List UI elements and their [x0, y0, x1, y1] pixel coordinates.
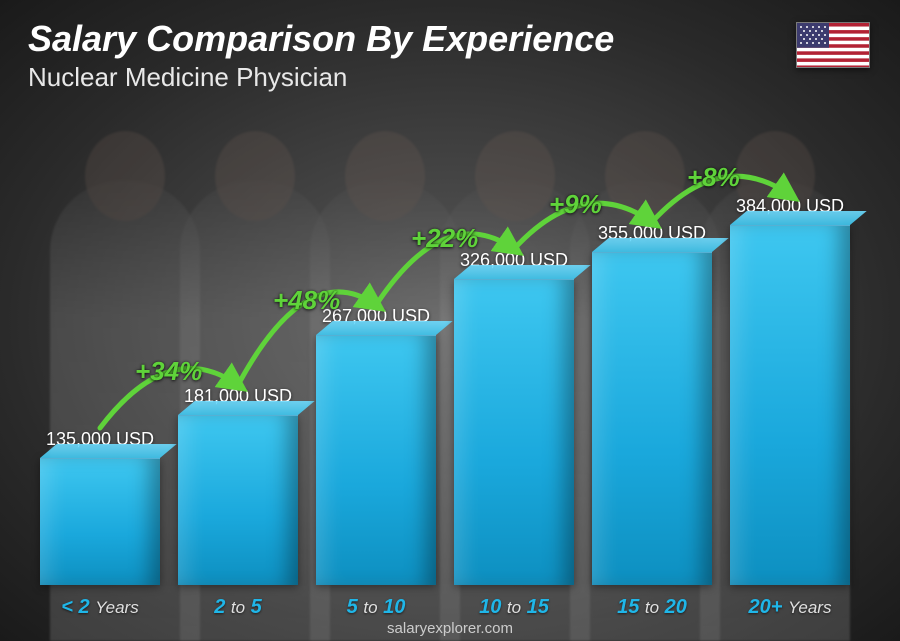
increase-label: +8% — [687, 162, 740, 193]
chart-subtitle: Nuclear Medicine Physician — [28, 62, 614, 93]
title-block: Salary Comparison By Experience Nuclear … — [28, 18, 614, 93]
bar — [40, 458, 160, 585]
bar-group: 135,000 USD — [40, 429, 160, 585]
bar-group: 355,000 USD — [592, 223, 712, 585]
x-axis-label: 5 to 10 — [316, 596, 436, 619]
bar-group: 181,000 USD — [178, 386, 298, 585]
increase-label: +48% — [273, 285, 340, 316]
increase-label: +9% — [549, 189, 602, 220]
x-axis-label: 15 to 20 — [592, 596, 712, 619]
brand-watermark: salaryexplorer.com — [387, 620, 513, 637]
chart-title: Salary Comparison By Experience — [28, 18, 614, 60]
bar — [592, 252, 712, 585]
bar-group: 384,000 USD — [730, 196, 850, 585]
bar-group: 326,000 USD — [454, 250, 574, 585]
bar — [316, 335, 436, 585]
x-axis-label: 2 to 5 — [178, 596, 298, 619]
x-axis-label: 20+ Years — [730, 596, 850, 619]
increase-label: +34% — [135, 356, 202, 387]
bar — [730, 225, 850, 585]
bar-group: 267,000 USD — [316, 306, 436, 585]
x-axis-label: 10 to 15 — [454, 596, 574, 619]
country-flag-icon — [796, 22, 870, 68]
increase-label: +22% — [411, 223, 478, 254]
bar — [178, 415, 298, 585]
x-axis-labels: < 2 Years 2 to 5 5 to 10 10 to 15 15 to 20 20… — [40, 596, 850, 619]
x-axis-label: < 2 Years — [40, 596, 160, 619]
bar — [454, 279, 574, 585]
